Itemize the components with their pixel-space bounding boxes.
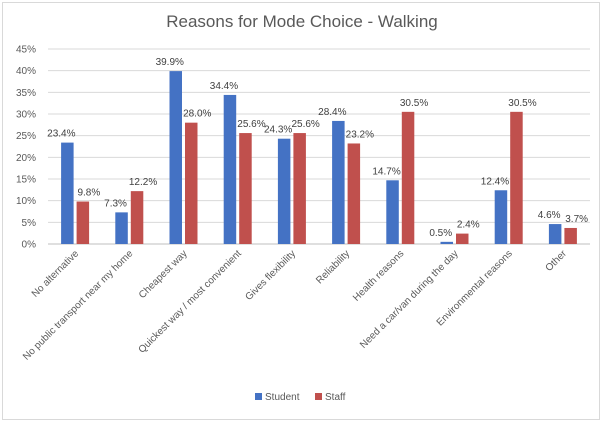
chart-title: Reasons for Mode Choice - Walking	[166, 12, 438, 31]
x-tick-label: Quickest way / most convenient	[137, 248, 244, 355]
data-label: 25.6%	[237, 119, 265, 130]
bar-student	[494, 190, 508, 244]
bar-student	[548, 224, 562, 244]
bar-student	[61, 142, 74, 244]
data-label: 12.2%	[129, 177, 157, 188]
data-label: 25.6%	[291, 119, 319, 130]
bar-staff	[401, 111, 415, 244]
legend-label: Student	[265, 392, 300, 403]
y-tick-label: 30%	[16, 110, 36, 121]
y-tick-label: 25%	[16, 131, 36, 142]
x-tick-label: No alternative	[30, 248, 82, 300]
y-tick-label: 0%	[22, 240, 37, 251]
data-label: 34.4%	[210, 81, 238, 92]
data-label: 23.4%	[47, 129, 75, 140]
y-tick-label: 45%	[16, 45, 36, 56]
data-label: 14.7%	[372, 166, 400, 177]
bar-student	[115, 212, 128, 244]
data-label: 7.3%	[104, 198, 127, 209]
bar-student	[223, 94, 237, 244]
bar-student	[440, 241, 453, 244]
data-label: 9.8%	[77, 188, 100, 199]
bar-staff	[564, 227, 577, 244]
bar-student	[169, 71, 182, 244]
legend-swatch-staff	[315, 393, 322, 400]
x-tick-label: Health reasons	[351, 248, 406, 303]
bar-staff	[347, 143, 361, 244]
bar-staff	[510, 111, 523, 244]
y-tick-label: 10%	[16, 196, 36, 207]
legend-swatch-student	[255, 393, 262, 400]
data-label: 0.5%	[429, 228, 452, 239]
bars	[61, 71, 577, 244]
data-label: 3.7%	[565, 214, 588, 225]
bar-student	[332, 120, 345, 244]
bar-staff	[293, 133, 306, 244]
legend-label: Staff	[325, 392, 346, 403]
y-axis: 0% 5% 10% 15% 20% 25% 30% 35% 40% 45%	[16, 45, 36, 251]
x-tick-label: Gives flexibility	[243, 248, 298, 303]
bar-staff	[185, 122, 198, 244]
data-label: 30.5%	[400, 98, 428, 109]
data-label: 4.6%	[538, 210, 561, 221]
x-tick-label: Reliability	[314, 248, 352, 286]
bar-student	[386, 180, 399, 244]
data-label: 28.4%	[318, 107, 346, 118]
data-label: 24.3%	[264, 125, 292, 136]
gridlines	[48, 48, 590, 245]
bar-staff	[76, 201, 90, 244]
data-label: 23.2%	[346, 129, 374, 140]
x-tick-label: Other	[544, 248, 570, 274]
bar-staff	[130, 191, 144, 244]
y-tick-label: 40%	[16, 66, 36, 77]
y-tick-label: 35%	[16, 88, 36, 99]
data-label: 28.0%	[183, 109, 211, 120]
data-labels: 23.4% 9.8% 7.3%12.2% 39.9% 28.0% 34.4% 25.6%24…	[47, 57, 588, 239]
data-label: 30.5%	[508, 98, 536, 109]
x-tick-label: Need a car/van during the day	[358, 248, 461, 351]
bar-student	[277, 138, 291, 244]
data-label: 2.4%	[457, 220, 480, 231]
bar-staff	[456, 233, 469, 244]
y-tick-label: 20%	[16, 153, 36, 164]
y-tick-label: 15%	[16, 175, 36, 186]
bar-staff	[239, 133, 252, 244]
legend: Student Staff	[255, 392, 346, 403]
data-label: 39.9%	[156, 57, 184, 68]
x-tick-label: Cheapest way	[137, 248, 190, 301]
data-label: 12.4%	[481, 176, 509, 187]
y-tick-label: 5%	[22, 218, 37, 229]
x-tick-label: No public transport near my home	[21, 248, 136, 363]
